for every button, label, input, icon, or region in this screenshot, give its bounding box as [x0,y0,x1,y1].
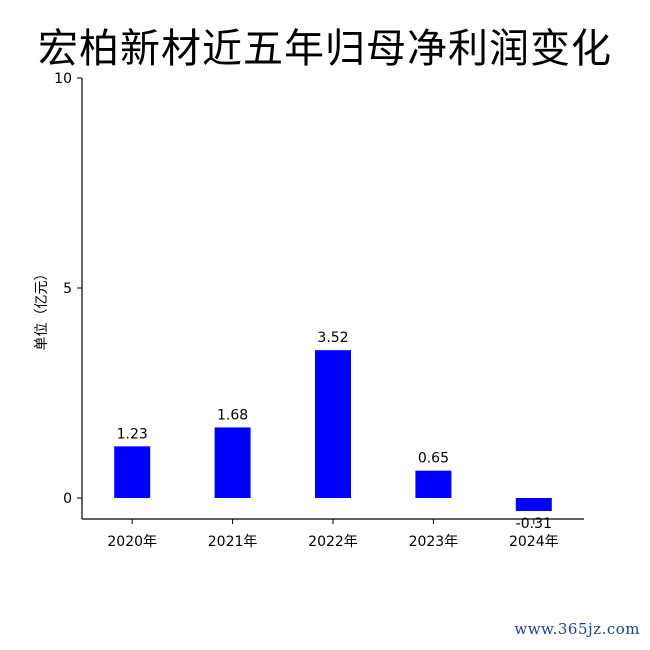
chart-title: 宏柏新材近五年归母净利润变化 [38,26,612,72]
bar-3 [315,350,351,498]
axes-group: 2020年 2021年 2022年 2023年 2024年 0 5 10 [54,71,584,550]
data-label-4: 0.65 [418,451,449,467]
data-label-3: 3.52 [317,330,348,346]
x-tick-label-4: 2023年 [409,534,459,550]
bar-1 [114,446,151,498]
bar-5 [515,498,552,512]
y-axis-title-group: 单位（亿元） [34,267,50,351]
x-tick-label-2: 2021年 [208,534,258,550]
x-tick-label-5: 2024年 [509,534,559,550]
bars-group: 1.23 1.68 3.52 0.65 -0.31 [114,330,552,532]
data-label-2: 1.68 [217,407,248,423]
y-axis-title: 单位（亿元） [34,267,50,351]
x-tick-label-3: 2022年 [308,534,358,550]
y-tick-label-2: 5 [63,281,72,297]
bar-4 [415,470,452,498]
bar-2 [214,427,251,498]
data-label-1: 1.23 [117,426,148,442]
x-tick-label-1: 2020年 [107,534,157,550]
watermark: www.365jz.com [514,620,640,638]
y-tick-label-3: 10 [54,71,72,87]
data-label-5: -0.31 [516,516,552,532]
y-tick-label-1: 0 [63,491,72,507]
